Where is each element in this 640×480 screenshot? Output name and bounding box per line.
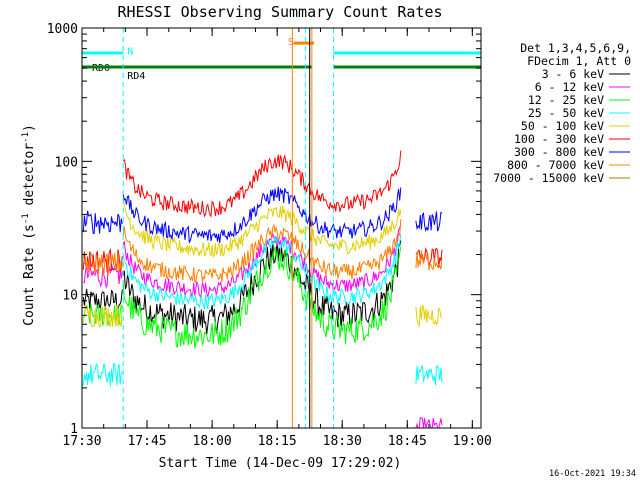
legend-entry-label: 100 - 300 keV [514, 132, 604, 146]
y-tick-label: 1 [70, 422, 78, 437]
axes-layer: 17:30 17:45 18:00 18:15 18:30 18:45 19:00 1 10 10… [47, 22, 492, 449]
legend-entry-label: 50 - 100 keV [521, 119, 604, 133]
legend-header-line: FDecim 1, Att 0 [527, 54, 631, 68]
legend-entry-label: 25 - 50 keV [528, 106, 604, 120]
x-tick-label: 18:30 [323, 434, 362, 449]
footer-timestamp: 16-Oct-2021 19:34 [549, 469, 636, 479]
x-tick-label: 18:00 [193, 434, 232, 449]
n-flag-label: N [127, 46, 133, 57]
series-300-800keV-pre [82, 210, 123, 235]
y-tick-label: 100 [55, 155, 78, 170]
y-axis-label-mid: detector [22, 143, 37, 214]
series-6-12keV-main [122, 224, 402, 299]
legend-entry-label: 300 - 800 keV [514, 145, 604, 159]
y-tick-label: 1000 [47, 22, 78, 37]
series-800-7000keV-post [415, 250, 443, 271]
chart-title: RHESSI Observing Summary Count Rates [117, 3, 442, 21]
series-50-100keV-pre [82, 304, 123, 328]
legend-header-line: Det 1,3,4,5,6,9, [520, 41, 631, 55]
series-800-7000keV-main [122, 219, 402, 283]
series-100-300keV-main [122, 150, 402, 218]
series-12-25keV-pre [82, 303, 123, 327]
series-layer [82, 150, 443, 429]
series-50-100keV-main [122, 198, 402, 259]
y-axis-label-sup2: -1 [21, 132, 31, 143]
legend-entry-label: 12 - 25 keV [528, 93, 604, 107]
series-3-6keV-main [122, 240, 402, 335]
x-tick-label: 17:45 [127, 434, 166, 449]
x-tick-label: 18:15 [258, 434, 297, 449]
series-800-7000keV-pre [82, 251, 123, 276]
x-tick-label: 17:30 [62, 434, 101, 449]
legend-entry-label: 3 - 6 keV [542, 67, 604, 81]
y-axis-label-main: Count Rate (s [22, 224, 37, 326]
legend: Det 1,3,4,5,6,9,FDecim 1, Att 03 - 6 keV… [493, 41, 631, 185]
y-tick-label: 10 [62, 289, 78, 304]
s-flag-label: S [288, 37, 294, 48]
legend-entry-label: 800 - 7000 keV [507, 158, 604, 172]
series-300-800keV-post [415, 211, 443, 233]
series-300-800keV-main [122, 186, 402, 245]
legend-entry-label: 6 - 12 keV [535, 80, 604, 94]
x-axis-label: Start Time (14-Dec-09 17:29:02) [159, 456, 402, 471]
rd4-flag-label: RD4 [127, 71, 145, 82]
series-25-50keV-post [415, 364, 443, 385]
verticals-layer [122, 28, 335, 428]
series-12-25keV-main [122, 246, 402, 349]
y-axis-label-group: Count Rate (s-1 detector-1) [21, 124, 37, 326]
x-tick-label: 18:45 [388, 434, 427, 449]
y-axis-label-sup: -1 [21, 213, 31, 224]
y-axis-label-end: ) [22, 124, 37, 132]
series-50-100keV-post [415, 304, 443, 328]
legend-entry-label: 7000 - 15000 keV [493, 171, 604, 185]
y-axis-label: Count Rate (s-1 detector-1) [21, 124, 37, 326]
series-25-50keV-pre [82, 363, 123, 386]
plot-frame [81, 27, 482, 429]
x-tick-label: 19:00 [453, 434, 492, 449]
flags-layer: RD0NRD4S [82, 37, 481, 82]
series-25-50keV-main [122, 234, 402, 310]
